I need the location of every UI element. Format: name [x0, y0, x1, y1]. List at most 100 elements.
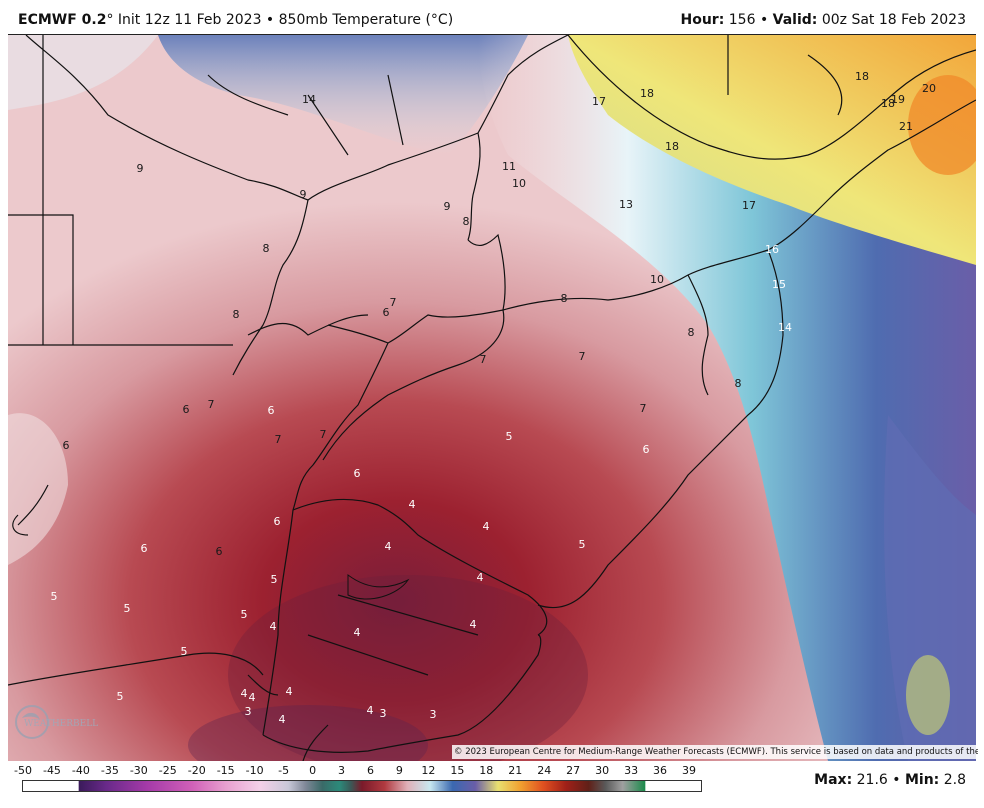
temperature-label: 8 — [463, 215, 470, 228]
scale-tick-label: -10 — [245, 764, 264, 777]
temperature-label: 6 — [643, 443, 650, 456]
temperature-label: 15 — [772, 278, 786, 291]
temperature-label: 4 — [286, 685, 293, 698]
temperature-label: 4 — [385, 540, 392, 553]
temperature-label: 7 — [320, 428, 327, 441]
temperature-label: 5 — [51, 590, 58, 603]
logo-text: WEATHERBELL — [24, 719, 98, 729]
temperature-label: 4 — [270, 620, 277, 633]
scale-tick-label: -50 — [14, 764, 32, 777]
temperature-label: 7 — [640, 402, 647, 415]
borders — [8, 35, 976, 761]
temperature-label: 8 — [561, 292, 568, 305]
temperature-label: 14 — [778, 321, 792, 334]
temperature-label: 8 — [688, 326, 695, 339]
hour-label: Hour: — [680, 12, 725, 28]
scale-tick-label: 21 — [508, 764, 523, 777]
temperature-label: 7 — [480, 353, 487, 366]
header: ECMWF 0.2° Init 12z 11 Feb 2023 • 850mb … — [0, 0, 984, 34]
scale-tick-labels: -50 -45 -40 -35 -30 -25 -20 -15 -10 -5 0 3 6 9 12 15 18 2… — [14, 764, 702, 778]
temperature-label: 5 — [506, 430, 513, 443]
min-value: 2.8 — [943, 772, 966, 788]
temperature-label: 4 — [470, 618, 477, 631]
scale-tick-label: 18 — [479, 764, 494, 777]
scale-tick-label: -30 — [129, 764, 148, 777]
min-label: Min: — [904, 772, 940, 788]
hour-value: 156 — [728, 12, 756, 28]
ocean-warm-spot — [906, 655, 950, 735]
scale-tick-label: 36 — [653, 764, 668, 777]
temperature-label: 3 — [245, 705, 252, 718]
scale-tick-label: 30 — [595, 764, 610, 777]
bullet: • — [759, 12, 769, 28]
north-cool-band — [158, 35, 528, 155]
temperature-label: 7 — [390, 296, 397, 309]
temperature-label: 7 — [275, 433, 282, 446]
temperature-label: 5 — [241, 608, 248, 621]
temperature-label: 6 — [216, 545, 223, 558]
temperature-label: 4 — [409, 498, 416, 511]
model-name: ECMWF 0.2 — [18, 12, 107, 28]
scale-tick-label: 33 — [624, 764, 639, 777]
temperature-label: 6 — [141, 542, 148, 555]
color-scale: -50 -45 -40 -35 -30 -25 -20 -15 -10 -5 0 3 6 9 12 15 18 2… — [14, 764, 702, 798]
stats-separator: • — [892, 772, 901, 788]
valid-time: Hour: 156 • Valid: 00z Sat 18 Feb 2023 — [680, 12, 966, 28]
scale-tick-label: -15 — [216, 764, 235, 777]
scale-tick-label: -5 — [278, 764, 290, 777]
scale-tick-label: 24 — [537, 764, 552, 777]
temperature-label: 8 — [233, 308, 240, 321]
scale-tick-label: -45 — [42, 764, 61, 777]
temperature-label: 3 — [430, 708, 437, 721]
weatherbell-logo: WEATHERBELL — [10, 700, 100, 746]
scale-tick-label: 12 — [421, 764, 436, 777]
temperature-map[interactable]: 14 9 9 9 8 8 8 7 6 11 10 17 18 18 18 18 19 20 21 13 17 16 15 14… — [8, 34, 976, 761]
temperature-label: 4 — [249, 691, 256, 704]
west-pale — [8, 413, 68, 565]
temperature-label: 6 — [63, 439, 70, 452]
temperature-label: 20 — [922, 82, 936, 95]
temperature-label: 9 — [444, 200, 451, 213]
temperature-label: 6 — [183, 403, 190, 416]
temperature-label: 7 — [208, 398, 215, 411]
scale-tick-label: 3 — [338, 764, 346, 777]
scale-tick-label: 15 — [450, 764, 465, 777]
temperature-label: 9 — [300, 188, 307, 201]
max-core — [908, 75, 976, 175]
scale-tick-label: -35 — [100, 764, 119, 777]
temperature-label: 10 — [650, 273, 664, 286]
temperature-label: 10 — [512, 177, 526, 190]
copyright-notice: © 2023 European Centre for Medium-Range … — [452, 745, 978, 759]
temperature-label: 14 — [302, 93, 316, 106]
temperature-label: 4 — [354, 626, 361, 639]
temperature-label: 18 — [640, 87, 654, 100]
south-core — [188, 705, 428, 761]
temperature-label: 18 — [881, 97, 895, 110]
temperature-label: 13 — [619, 198, 633, 211]
lake — [347, 574, 410, 600]
temperature-label: 5 — [181, 645, 188, 658]
temperature-label: 4 — [483, 520, 490, 533]
valid-label: Valid: — [772, 12, 818, 28]
title: ECMWF 0.2° Init 12z 11 Feb 2023 • 850mb … — [18, 12, 453, 28]
northeast-warm — [568, 35, 976, 265]
east-purple — [884, 415, 976, 761]
temperature-label: 5 — [579, 538, 586, 551]
max-min-stats: Max: 21.6 • Min: 2.8 — [814, 772, 966, 788]
temperature-label: 8 — [263, 242, 270, 255]
temperature-label: 4 — [279, 713, 286, 726]
temperature-label: 5 — [124, 602, 131, 615]
scale-tick-label: 9 — [395, 764, 403, 777]
temperature-label: 18 — [665, 140, 679, 153]
northwest-pale — [8, 35, 158, 110]
temperature-label: 17 — [592, 95, 606, 108]
temperature-label: 4 — [241, 687, 248, 700]
title-info: ° Init 12z 11 Feb 2023 • 850mb Temperatu… — [106, 12, 454, 28]
scale-tick-label: 39 — [682, 764, 696, 777]
logo-icon: WEATHERBELL — [15, 705, 98, 739]
scale-tick-label: -20 — [187, 764, 206, 777]
temperature-label: 6 — [354, 467, 361, 480]
scale-tick-label: -25 — [158, 764, 177, 777]
scale-tick-label: 27 — [566, 764, 581, 777]
temperature-label: 4 — [367, 704, 374, 717]
